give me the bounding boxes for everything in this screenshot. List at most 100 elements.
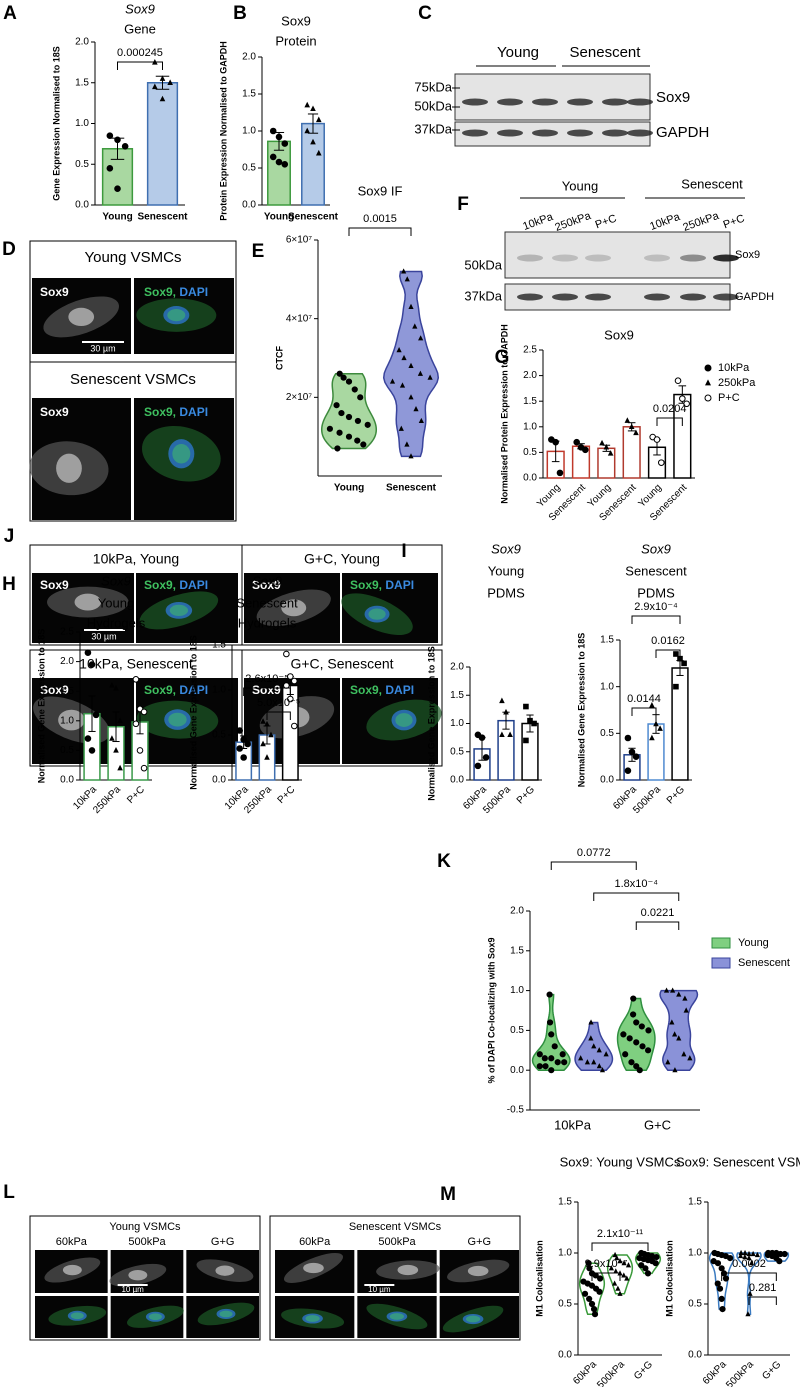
data-point [106,165,114,172]
nucleus [68,307,95,327]
data-point [657,725,663,731]
y-tick-label: 0.0 [212,775,226,786]
data-point [672,1031,678,1037]
protein-label: Sox9 [656,89,690,106]
data-point [336,370,343,377]
blot-band [532,129,558,137]
violin [320,372,378,450]
micrograph [275,1296,355,1338]
data-point [240,754,247,761]
y-tick-label: 0.5 [600,728,614,739]
nucleus-signal [168,712,187,727]
merge-label: Sox9, DAPI [350,578,414,592]
mw-marker: 50kDa [464,257,502,272]
p-value: 0.0015 [363,213,397,225]
data-point [746,1254,752,1261]
data-point [738,1249,744,1256]
data-point [776,1258,783,1265]
y-tick-label: 0.0 [600,775,614,786]
y-tick-label: 2.0 [75,37,89,48]
data-point [345,378,353,385]
data-point [354,437,361,444]
data-point [674,377,682,385]
nucleus [467,1265,489,1277]
nucleus-signal [169,604,189,617]
mw-marker: 37kDa [464,288,502,303]
data-point [676,991,682,997]
column-label: 500kPa [378,1236,416,1248]
data-point [109,735,115,741]
data-point [630,995,637,1002]
data-point [542,1063,549,1070]
data-point [404,276,410,282]
data-point [554,1059,561,1066]
merge-dapi: DAPI [179,405,208,419]
y-axis-label: Protein Expression Normalised to GAPDH [218,41,228,221]
data-point [617,1290,623,1296]
data-point [596,1047,602,1053]
nucleus-signal [219,1310,233,1318]
error-bar [112,711,120,743]
y-tick-label: 0.5 [510,1025,524,1036]
data-point [591,1311,599,1318]
data-point [167,79,173,85]
x-tick-label: Senescent [288,212,339,223]
data-point [653,720,659,727]
data-point [586,1295,593,1303]
y-tick-label: 0.5 [212,730,226,741]
panel-title: G+C, Young [304,551,380,567]
y-tick-label: 2.5 [60,627,74,638]
data-point [121,143,129,150]
data-point [639,1043,646,1050]
data-point [357,394,364,401]
y-tick-label: 0.0 [523,473,537,484]
data-point [653,1253,660,1261]
data-point [599,1067,606,1073]
y-tick-label: 1.5 [510,945,524,956]
data-point [536,1051,543,1058]
data-point [682,995,688,1001]
y-axis-label: % of DAPI Co-localizing with Sox9 [486,937,496,1083]
data-point [718,1295,725,1303]
data-point [781,1250,788,1258]
nucleus [62,1264,82,1276]
blot-band [602,98,628,106]
data-point [523,737,529,744]
data-point [326,425,334,432]
p-value: 0.0772 [577,847,611,859]
chart-subtitle: PDMS [637,585,675,600]
data-point [260,740,266,747]
data-point [113,747,119,753]
y-tick-label: 0.0 [242,200,256,211]
x-tick-label: Young [334,483,364,494]
data-point [132,720,140,728]
data-point [304,101,311,108]
data-point [649,701,655,708]
y-tick-label: 2.5 [523,345,537,356]
legend-label: 250kPa [718,377,756,389]
data-point [140,764,148,772]
data-point [503,708,509,715]
data-point [418,335,424,341]
protein-label: GAPDH [656,124,709,141]
data-point [747,1290,753,1296]
y-tick-label: 1.0 [60,715,74,726]
data-point [152,83,158,90]
significance-bracket [243,687,291,696]
panel-letter: B [233,3,247,24]
x-tick-label: G+C [644,1117,671,1132]
micrograph [136,678,238,764]
y-tick-label: 0.5 [450,746,464,757]
micrograph [186,1296,259,1338]
chart-subtitle: Young [488,563,524,578]
data-point [590,1306,598,1313]
data-point [673,651,679,657]
data-point [716,1285,724,1292]
data-point [621,1272,627,1278]
data-point [548,1031,555,1038]
data-point [672,1067,678,1073]
x-tick-label: Young [102,212,132,223]
data-point [705,379,711,386]
micrograph [35,1296,108,1338]
nucleus-signal [172,443,191,464]
